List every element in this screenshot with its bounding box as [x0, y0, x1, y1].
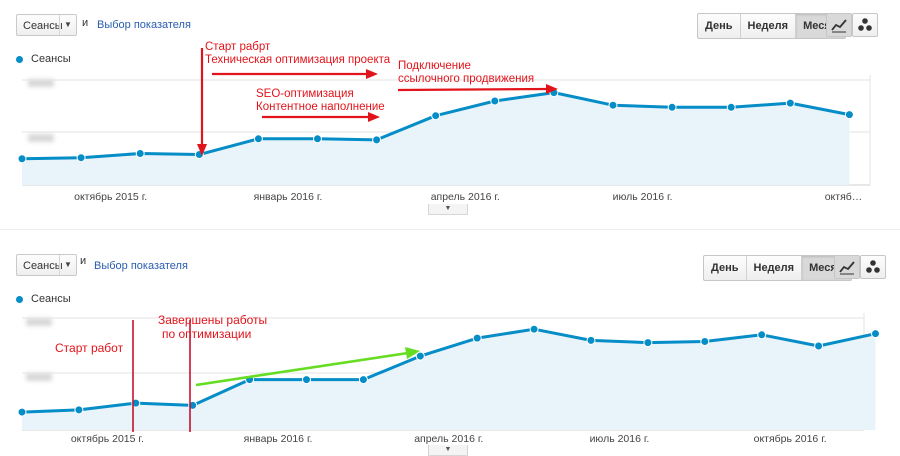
period-week-button[interactable]: Неделя — [739, 14, 796, 38]
separator — [0, 229, 900, 240]
data-point-5[interactable] — [302, 375, 311, 385]
motion-chart-button[interactable] — [860, 255, 886, 279]
data-point-11[interactable] — [667, 102, 677, 112]
annotation-start-label: Старт работ — [55, 341, 124, 355]
data-point-1[interactable] — [76, 153, 86, 163]
x-tick-label: апрель 2016 г. — [414, 433, 483, 445]
and-label: и — [82, 17, 89, 29]
data-point-7[interactable] — [431, 111, 441, 121]
data-point-8[interactable] — [472, 333, 482, 343]
data-point-9[interactable] — [529, 324, 539, 334]
annotation-start-line-2: Техническая оптимизация проекта — [205, 54, 391, 66]
data-point-15[interactable] — [871, 329, 880, 339]
motion-chart-icon — [858, 18, 872, 31]
x-tick-label: октябрь 2016 г. — [754, 433, 827, 445]
legend: Сеансы — [16, 53, 71, 65]
motion-chart-button[interactable] — [852, 13, 878, 37]
x-tick-label: июль 2016 г. — [613, 191, 673, 203]
chart-panel-top: Сеансы ▼ и Выбор показателя День Неделя … — [16, 13, 878, 215]
legend-marker — [16, 55, 23, 63]
data-point-6[interactable] — [358, 375, 368, 385]
annotation-arrow-right — [212, 69, 378, 79]
x-tick-label: октябрь 2015 г. — [74, 191, 147, 203]
annotation-finish-line-2: по оптимизации — [162, 327, 251, 341]
legend-marker — [16, 295, 23, 303]
annotation-links-line-2: ссылочного продвижения — [398, 73, 534, 85]
period-day-button[interactable]: День — [711, 262, 739, 274]
legend-label: Сеансы — [31, 53, 71, 65]
data-point-13[interactable] — [785, 98, 795, 108]
line-chart-button[interactable] — [826, 13, 852, 37]
metric-select-value: Сеансы — [23, 20, 63, 32]
data-point-0[interactable] — [17, 407, 27, 417]
line-chart-icon — [839, 261, 855, 275]
x-tick-label: январь 2016 г. — [244, 433, 313, 445]
series-line — [21, 327, 876, 414]
motion-chart-icon — [866, 260, 880, 273]
data-point-5[interactable] — [313, 134, 322, 144]
data-point-0[interactable] — [17, 154, 27, 164]
collapse-handle[interactable]: ▼ — [428, 204, 468, 215]
data-point-8[interactable] — [490, 96, 500, 106]
data-point-2[interactable] — [135, 149, 145, 158]
data-point-14[interactable] — [844, 110, 854, 120]
metric-select-value: Сеансы — [23, 260, 63, 272]
data-point-14[interactable] — [814, 341, 824, 351]
legend-label: Сеансы — [31, 293, 71, 305]
x-tick-label: октябрь 2015 г. — [71, 433, 144, 445]
line-chart-button[interactable] — [834, 255, 860, 279]
line-chart-icon — [831, 19, 847, 33]
annotation-finish-line-1: Завершены работы — [158, 313, 267, 327]
annotation-seo-line-2: Контентное наполнение — [256, 101, 385, 113]
data-point-13[interactable] — [757, 330, 767, 340]
data-point-11[interactable] — [643, 338, 653, 348]
x-tick-label: апрель 2016 г. — [431, 191, 500, 203]
series-area — [22, 329, 876, 430]
x-tick-label: январь 2016 г. — [254, 191, 323, 203]
and-label: и — [80, 255, 87, 267]
annotation-arrow-right — [262, 112, 380, 122]
annotation-seo-line-1: SEO-оптимизация — [256, 88, 354, 100]
series-area — [22, 92, 850, 185]
period-week-button[interactable]: Неделя — [745, 256, 802, 280]
metric-select[interactable]: Сеансы ▼ — [16, 14, 77, 36]
chevron-down-icon: ▼ — [59, 15, 76, 35]
data-point-10[interactable] — [608, 100, 618, 110]
chevron-down-icon: ▼ — [59, 255, 76, 275]
period-day-button[interactable]: День — [705, 20, 733, 32]
data-point-6[interactable] — [372, 135, 382, 145]
annotation-start-line-1: Старт рабрт — [205, 41, 271, 53]
annotation-trend-arrow — [195, 347, 420, 387]
data-point-12[interactable] — [726, 102, 736, 112]
annotation-arrow-down — [197, 48, 207, 156]
choose-metric-link[interactable]: Выбор показателя — [97, 19, 191, 31]
blurred-y-tick — [28, 134, 54, 142]
metric-select[interactable]: Сеансы ▼ — [16, 254, 77, 276]
collapse-handle[interactable]: ▼ — [428, 445, 468, 456]
legend: Сеансы — [16, 293, 71, 305]
annotation-links-line-1: Подключение — [398, 60, 471, 72]
data-point-10[interactable] — [586, 335, 596, 345]
data-point-1[interactable] — [74, 405, 84, 415]
data-point-7[interactable] — [415, 351, 425, 361]
x-tick-label: октяб… — [825, 191, 863, 203]
blurred-y-tick — [26, 318, 52, 326]
chart-panel-bottom: Сеансы ▼ и Выбор показателя День Неделя … — [0, 240, 900, 456]
chart-svg: октябрь 2015 г. январь 2016 г. апрель 2016… — [17, 41, 871, 203]
data-point-12[interactable] — [700, 337, 710, 347]
choose-metric-link[interactable]: Выбор показателя — [94, 260, 188, 272]
blurred-y-tick — [26, 373, 52, 381]
data-point-4[interactable] — [253, 134, 263, 144]
annotation-arrow-right — [397, 84, 558, 94]
blurred-y-tick — [28, 79, 54, 87]
x-tick-label: июль 2016 г. — [590, 433, 650, 445]
chart-svg: октябрь 2015 г. январь 2016 г. апрель 2016… — [17, 313, 880, 445]
